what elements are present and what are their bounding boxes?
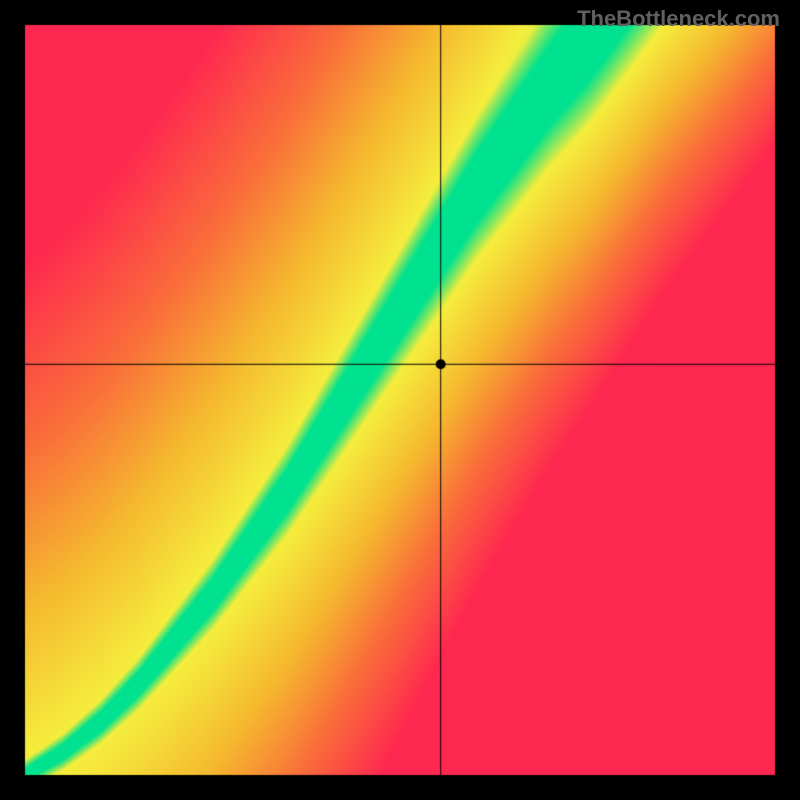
watermark-text: TheBottleneck.com bbox=[577, 6, 780, 32]
heatmap-chart bbox=[0, 0, 800, 800]
heatmap-canvas bbox=[0, 0, 800, 800]
chart-container: TheBottleneck.com bbox=[0, 0, 800, 800]
